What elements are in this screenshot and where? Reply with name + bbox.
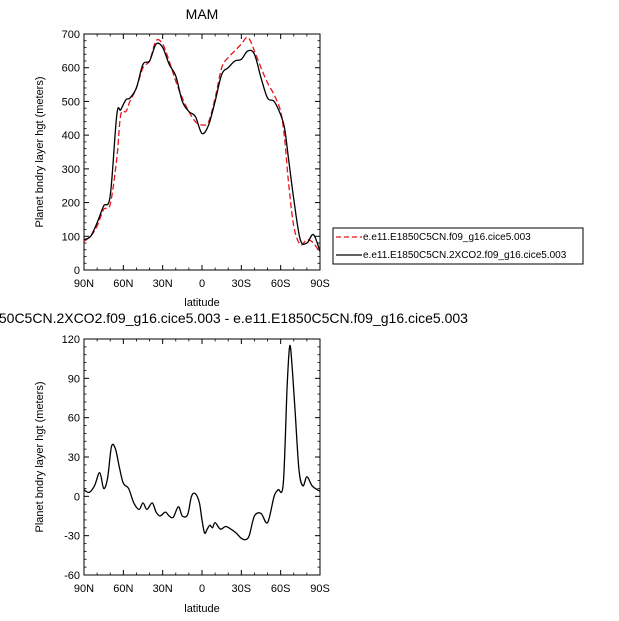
top-x-axis-title: latitude — [184, 297, 219, 309]
bottom-series-line-0 — [83, 344, 321, 541]
bottom-x-axis-title: latitude — [184, 603, 219, 615]
top-x-tick-label: 60N — [113, 278, 133, 290]
top-x-tick-label: 30N — [153, 278, 173, 290]
legend: e.e11.E1850C5CN.f09_g16.cice5.003 e.e11.… — [332, 227, 584, 265]
legend-label-control: e.e11.E1850C5CN.f09_g16.cice5.003 — [363, 232, 531, 243]
top-x-tick-label: 30S — [232, 278, 252, 290]
legend-box — [332, 227, 584, 265]
top-chart-title: MAM — [186, 6, 219, 22]
bottom-x-tick-label: 90N — [74, 583, 94, 595]
top-y-tick-label: 100 — [62, 231, 80, 243]
top-y-axis-title: Planet bndry layer hgt (meters) — [34, 76, 46, 227]
top-y-tick-label: 600 — [62, 63, 80, 75]
top-panel: MAM 0 100 200 300 400 500 600 700 90N 60N 30N 0 30S… — [34, 6, 330, 309]
top-y-tick-label: 500 — [62, 96, 80, 108]
bottom-y-tick-label: -30 — [64, 531, 80, 543]
bottom-y-tick-label: 120 — [62, 334, 80, 346]
bottom-y-tick-label: 60 — [68, 413, 80, 425]
bottom-y-tick-label: 90 — [68, 373, 80, 385]
bottom-panel: e.e11.E1850C5CN.2XCO2.f09_g16.cice5.003 … — [0, 310, 468, 615]
top-y-axis: 0 100 200 300 400 500 600 700 — [62, 29, 320, 277]
bottom-x-tick-label: 60N — [113, 583, 133, 595]
bottom-y-axis: -60 -30 0 30 60 90 120 — [62, 334, 320, 582]
top-y-tick-label: 700 — [62, 29, 80, 41]
top-x-tick-label: 60S — [271, 278, 291, 290]
bottom-x-axis: 90N 60N 30N 0 30S 60S 90S — [74, 339, 330, 595]
top-x-axis: 90N 60N 30N 0 30S 60S 90S — [74, 34, 330, 290]
top-x-tick-label: 90N — [74, 278, 94, 290]
bottom-x-tick-label: 0 — [199, 583, 205, 595]
bottom-x-tick-label: 30S — [232, 583, 252, 595]
bottom-series-group — [83, 344, 321, 541]
top-y-tick-label: 0 — [74, 265, 80, 277]
top-y-tick-label: 300 — [62, 164, 80, 176]
bottom-y-tick-label: 30 — [68, 452, 80, 464]
bottom-y-axis-title: Planet bndry layer hgt (meters) — [34, 381, 46, 532]
top-series-group — [83, 36, 321, 254]
bottom-chart-title: e.e11.E1850C5CN.2XCO2.f09_g16.cice5.003 … — [0, 310, 468, 326]
legend-label-2xco2: e.e11.E1850C5CN.2XCO2.f09_g16.cice5.003 — [363, 250, 567, 261]
bottom-x-tick-label: 90S — [310, 583, 330, 595]
top-plot-frame — [83, 33, 321, 271]
bottom-x-tick-label: 60S — [271, 583, 291, 595]
top-x-tick-label: 90S — [310, 278, 330, 290]
bottom-y-tick-label: -60 — [64, 570, 80, 582]
top-y-tick-label: 200 — [62, 198, 80, 210]
bottom-x-tick-label: 30N — [153, 583, 173, 595]
top-series-line-1 — [83, 42, 321, 252]
top-series-line-0 — [83, 36, 321, 254]
bottom-y-tick-label: 0 — [74, 491, 80, 503]
top-y-tick-label: 400 — [62, 130, 80, 142]
top-x-tick-label: 0 — [199, 278, 205, 290]
